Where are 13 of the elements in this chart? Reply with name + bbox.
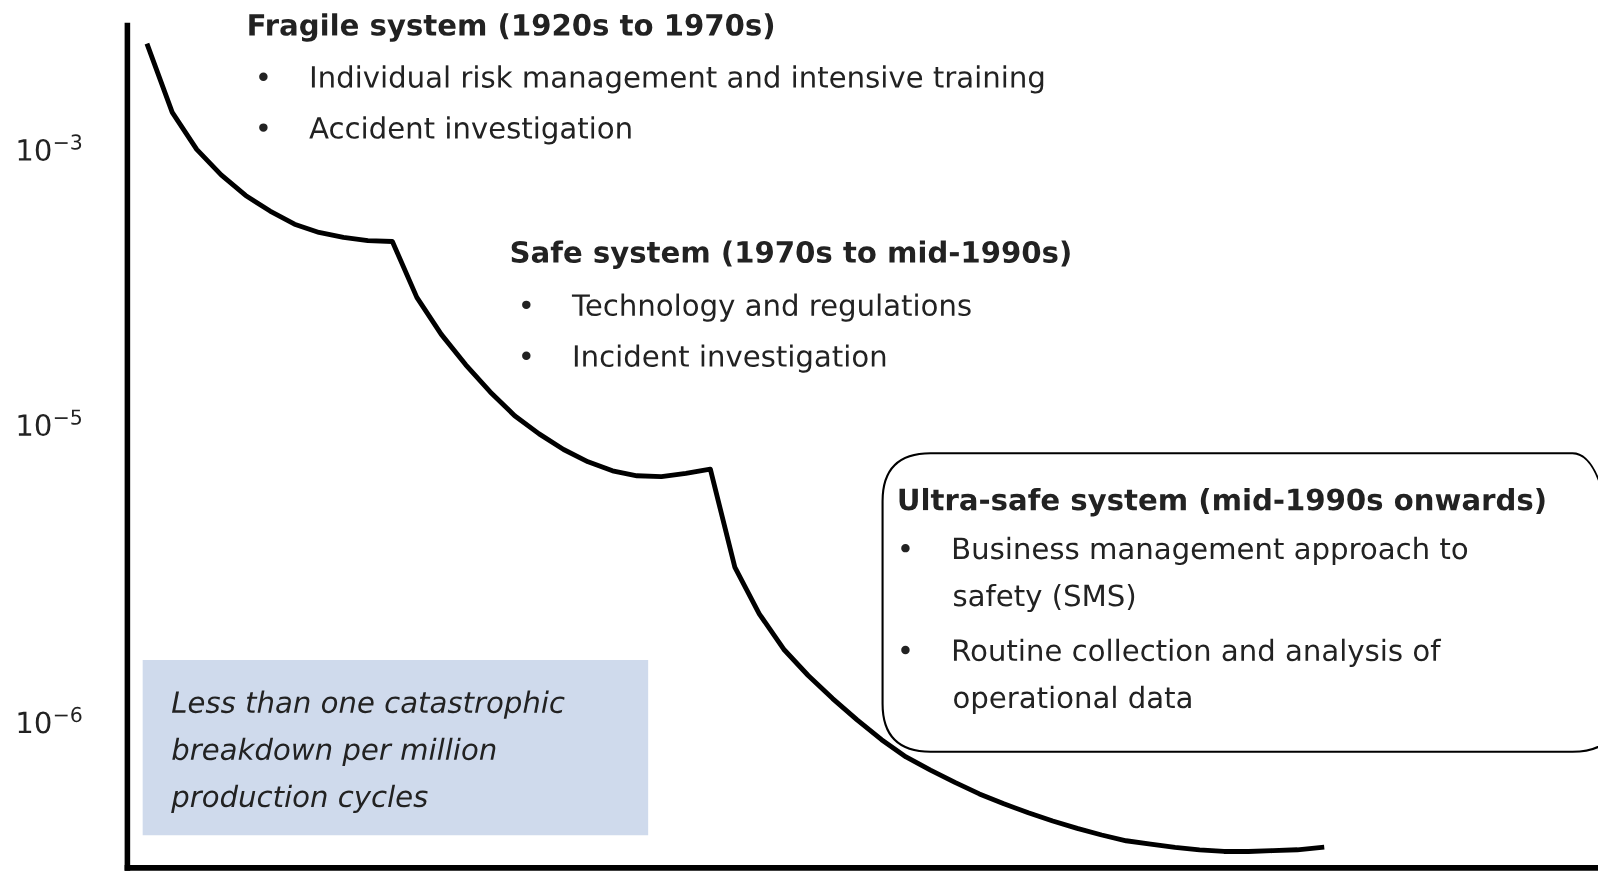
annotation: • Business management approach to safety (SMS) bbox=[901, 536, 1468, 613]
annotation: • Technology and regulations bbox=[522, 293, 971, 322]
annotation: • Routine collection and analysis of operational data bbox=[901, 638, 1442, 714]
text: 10$^{−5}$ bbox=[18, 409, 81, 437]
annotation: Less than one catastrophic breakdown per million production cycles bbox=[171, 690, 565, 813]
text: Fragile system (1920s to 1970s) bbox=[249, 13, 774, 42]
annotation: • Incident investigation bbox=[522, 344, 886, 373]
text: 10$^{−6}$ bbox=[18, 706, 82, 734]
text: 10$^{−3}$ bbox=[18, 134, 82, 162]
annotation: Ultra-safe system (mid-1990s onwards) bbox=[899, 487, 1545, 517]
annotation: • Accident investigation bbox=[259, 116, 631, 145]
annotation: Safe system (1970s to mid-1990s) bbox=[511, 240, 1070, 269]
annotation: • Individual risk management and intensive training bbox=[259, 65, 1044, 94]
